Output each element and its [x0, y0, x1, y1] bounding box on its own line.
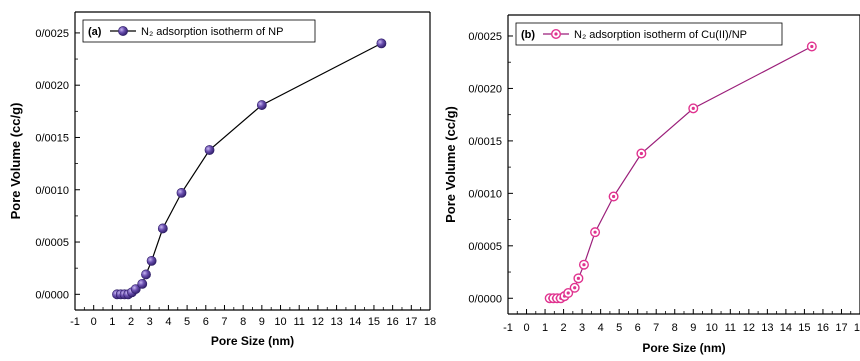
y-tick-label: 0/0005	[35, 237, 69, 249]
x-tick-label: 4	[598, 322, 604, 334]
legend-box	[82, 19, 316, 43]
data-point	[157, 223, 168, 234]
x-tick-label: 11	[293, 316, 304, 328]
x-tick-label: 2	[128, 316, 134, 328]
x-tick-label: 0	[91, 316, 97, 328]
data-point-dot	[593, 230, 597, 234]
x-tick-label: 4	[165, 316, 171, 328]
x-tick-label: 7	[653, 322, 659, 334]
x-tick-label: 1	[109, 316, 115, 328]
series-line	[549, 45, 813, 299]
data-point-dot	[573, 286, 577, 290]
x-tick-label: 7	[221, 316, 227, 328]
y-tick-label: 0/0025	[35, 28, 69, 40]
x-tick-label: 3	[579, 322, 585, 334]
x-tick-label: 18	[424, 316, 436, 328]
x-tick-label: 17	[405, 316, 417, 328]
data-point-dot	[582, 263, 586, 267]
legend-box	[515, 22, 783, 46]
x-tick-label: 13	[761, 322, 773, 334]
data-point	[688, 103, 699, 114]
y-tick-label: 0/0010	[468, 188, 502, 200]
x-tick-label: 8	[672, 322, 678, 334]
y-tick-label: 0/0015	[35, 132, 69, 144]
legend-label: N₂ adsorption isotherm of NP	[141, 26, 283, 38]
x-tick-label: 15	[368, 316, 380, 328]
x-tick-label: 6	[203, 316, 209, 328]
data-point	[608, 191, 619, 202]
x-tick-label: 2	[561, 322, 567, 334]
data-point-dot	[639, 151, 643, 156]
y-tick-label: 0/0025	[468, 31, 502, 43]
panel-label: (a)	[88, 26, 102, 38]
data-point	[130, 284, 141, 294]
data-point	[376, 38, 387, 49]
x-tick-label: 9	[259, 316, 265, 328]
x-tick-label: 15	[798, 322, 810, 334]
y-tick-label: 0/0005	[468, 241, 502, 253]
data-point	[256, 100, 267, 110]
x-tick-label: 12	[743, 322, 755, 334]
x-tick-label: 16	[817, 322, 829, 334]
legend-marker-dot	[554, 32, 558, 36]
data-point	[141, 269, 151, 280]
y-tick-label: 0/0020	[468, 83, 502, 95]
series-line	[117, 42, 382, 295]
data-point-dot	[576, 276, 581, 280]
x-tick-label: 10	[274, 316, 286, 328]
x-tick-label: 5	[616, 322, 622, 334]
y-tick-label: 0/0010	[35, 185, 69, 197]
data-point	[146, 255, 157, 266]
x-tick-label: 14	[780, 322, 792, 334]
panel-b: -101234567891011121314151617180/00000/00…	[443, 14, 860, 355]
x-tick-label: 14	[349, 316, 361, 328]
x-tick-label: 10	[706, 322, 718, 334]
data-point	[573, 273, 584, 284]
x-tick-label: 11	[725, 322, 736, 334]
x-tick-label: 6	[635, 322, 641, 334]
data-point	[563, 288, 574, 299]
data-point	[137, 278, 148, 289]
data-point-dot	[566, 291, 570, 295]
x-tick-label: 1	[542, 322, 548, 334]
data-point	[578, 259, 589, 270]
x-tick-label: 0	[523, 322, 529, 334]
x-tick-label: 13	[330, 316, 342, 328]
panel-label: (b)	[521, 29, 535, 41]
data-point-dot	[810, 44, 814, 49]
x-axis-label: Pore Size (nm)	[211, 334, 294, 348]
x-tick-label: 12	[312, 316, 324, 328]
legend-label: N₂ adsorption isotherm of Cu(II)/NP	[574, 29, 747, 41]
x-tick-label: 16	[387, 316, 399, 328]
x-tick-label: 17	[835, 322, 847, 334]
y-axis-label: Pore Volume (cc/g)	[8, 103, 23, 220]
y-tick-label: 0/0015	[468, 136, 502, 148]
y-tick-label: 0/0000	[468, 293, 502, 305]
panel-a: -1 0 1 2 3 4 5 6 7 8 9 10 11 12 13 14 15 16 17 180/00000/00…	[8, 11, 436, 348]
x-tick-label: 3	[147, 316, 153, 328]
legend-marker	[118, 26, 128, 36]
data-point-dot	[612, 194, 616, 199]
x-tick-label: 18	[854, 322, 860, 334]
data-point	[590, 227, 601, 238]
x-tick-label: 8	[240, 316, 246, 328]
y-axis-label: Pore Volume (cc/g)	[443, 106, 458, 223]
y-tick-label: 0/0020	[35, 80, 69, 92]
data-point	[176, 187, 187, 198]
x-tick-label: -1	[70, 316, 80, 328]
x-axis-label: Pore Size (nm)	[642, 341, 725, 355]
y-tick-label: 0/0000	[35, 289, 69, 301]
x-tick-label: 5	[184, 316, 190, 328]
data-point	[636, 148, 647, 159]
data-point-dot	[691, 106, 695, 110]
data-point	[806, 41, 817, 52]
data-point	[569, 282, 580, 293]
x-tick-label: 9	[690, 322, 696, 334]
data-point	[204, 145, 215, 155]
x-tick-label: -1	[503, 322, 513, 334]
